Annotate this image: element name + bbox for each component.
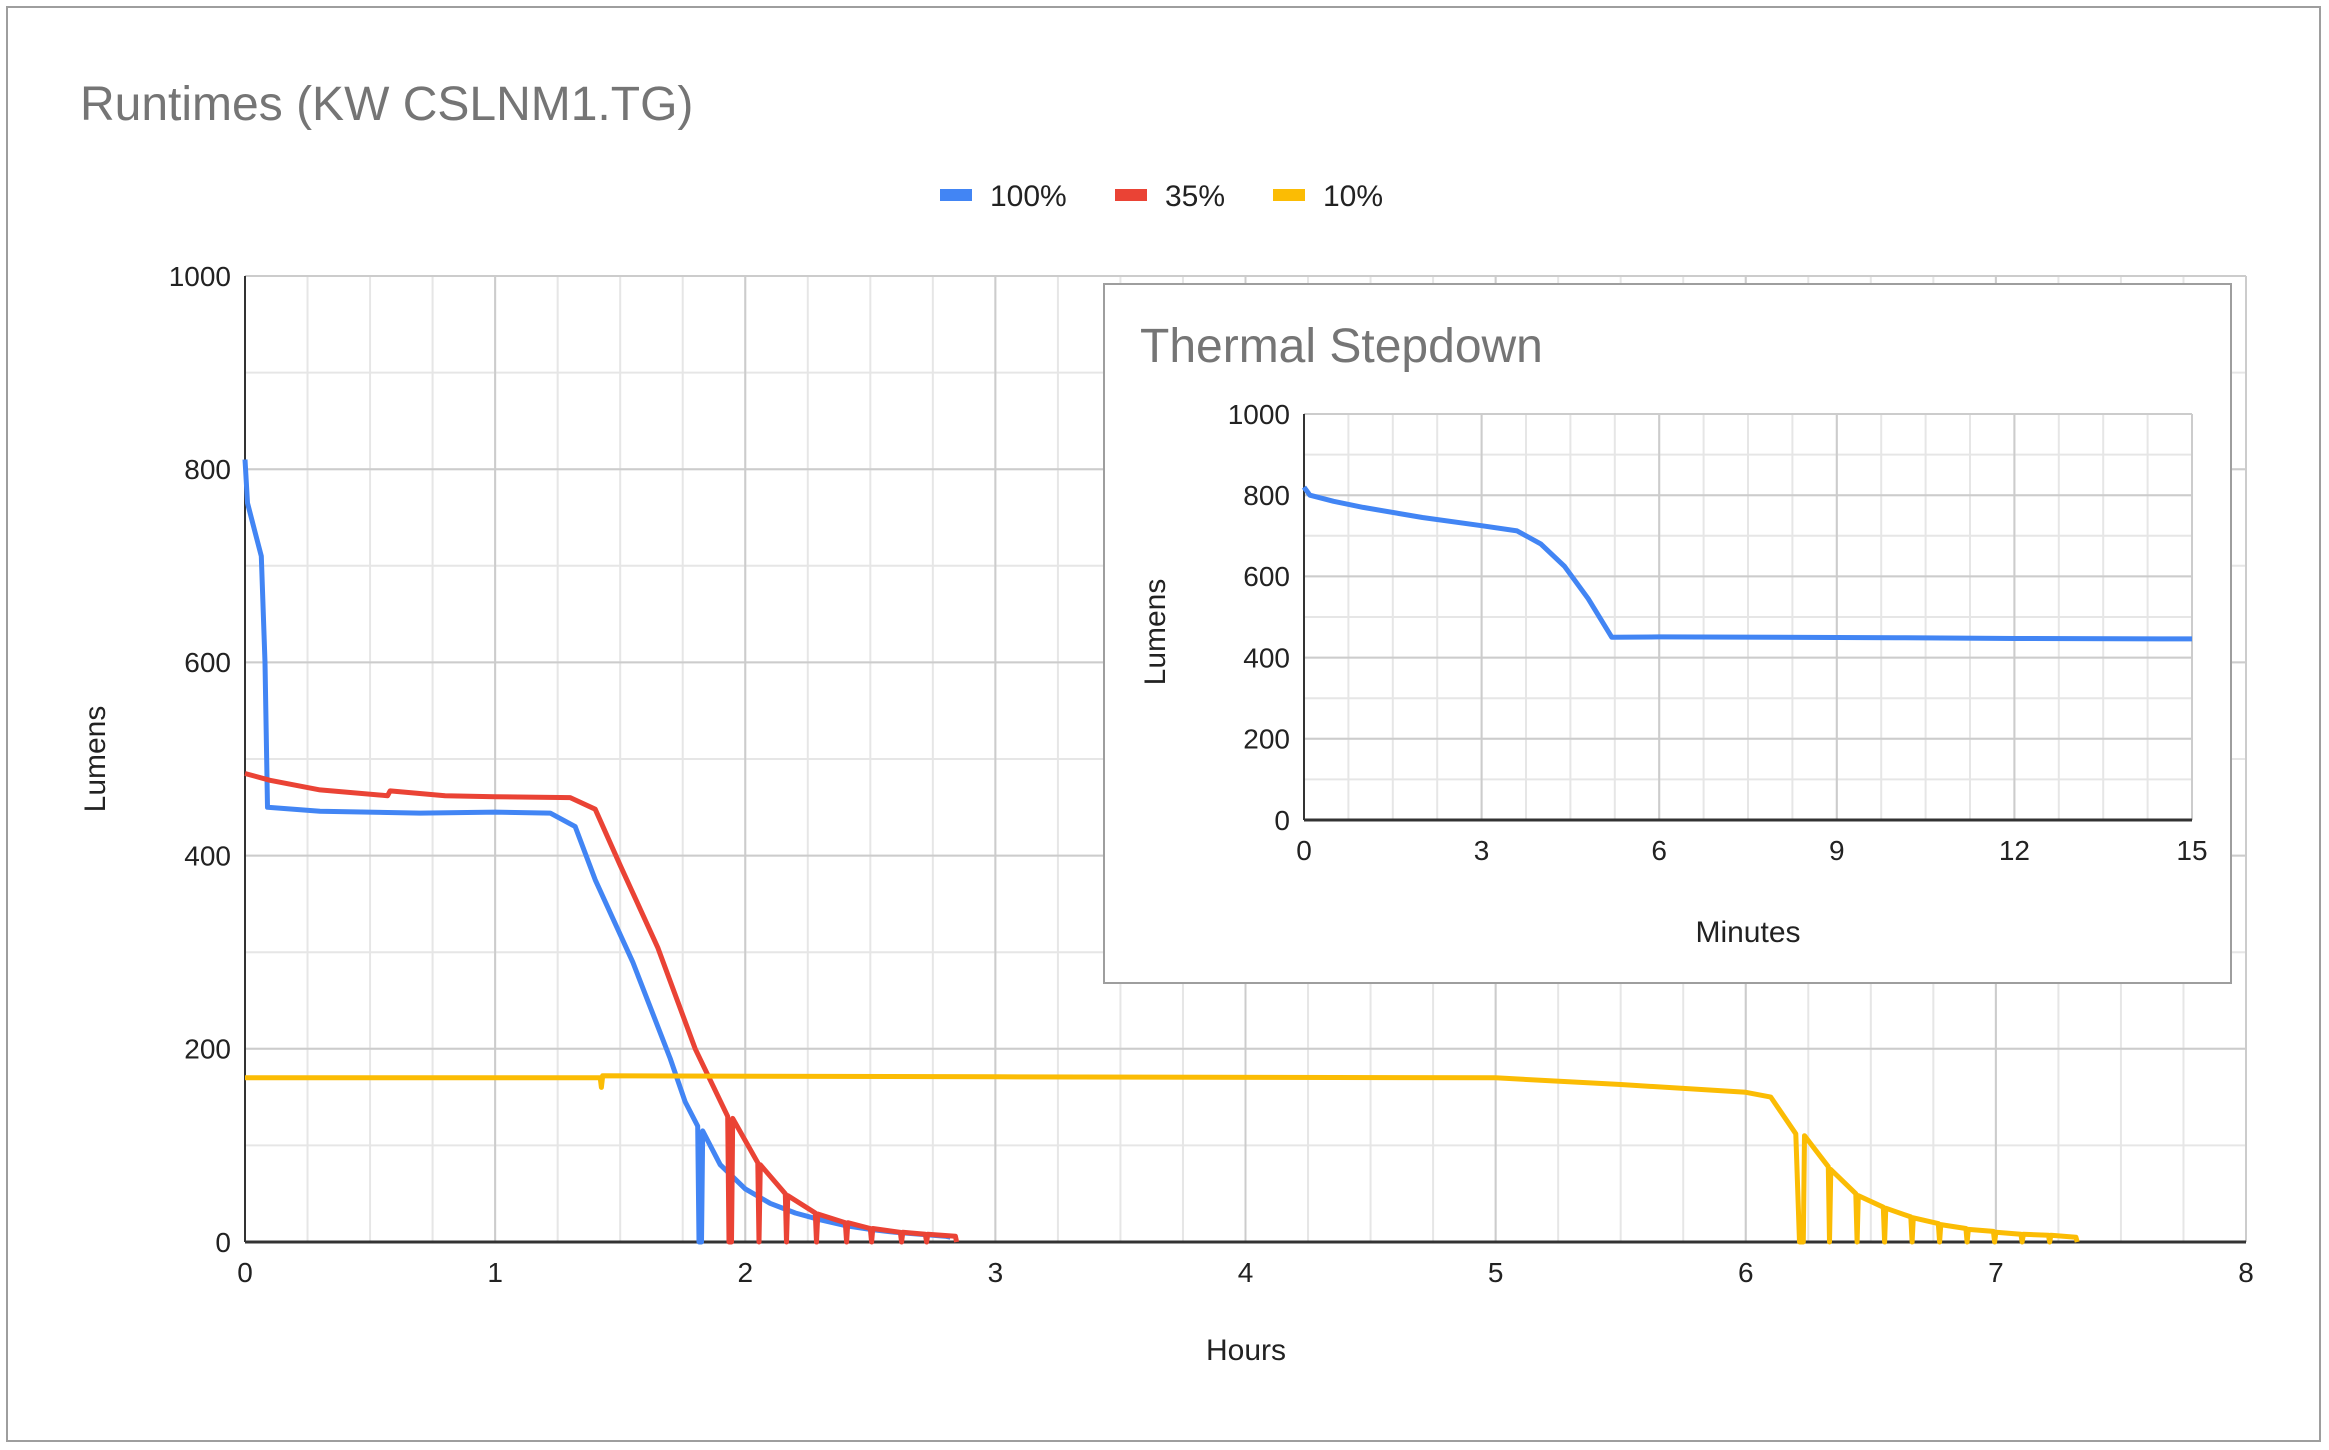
x-tick-label: 1 bbox=[487, 1257, 503, 1288]
x-tick-label: 6 bbox=[1738, 1257, 1754, 1288]
legend-swatch-100pct bbox=[940, 189, 972, 201]
x-tick-label: 15 bbox=[2176, 835, 2207, 866]
series-line-10pct bbox=[245, 1073, 2080, 1245]
x-tick-label: 4 bbox=[1238, 1257, 1254, 1288]
y-axis-label: Lumens bbox=[79, 706, 112, 813]
y-tick-label: 600 bbox=[1243, 561, 1290, 592]
y-tick-label: 400 bbox=[1243, 642, 1290, 673]
series-line-35pct bbox=[244, 771, 960, 1245]
x-tick-label: 2 bbox=[737, 1257, 753, 1288]
y-tick-label: 400 bbox=[184, 840, 231, 871]
x-tick-label: 0 bbox=[237, 1257, 253, 1288]
x-tick-label: 5 bbox=[1488, 1257, 1504, 1288]
legend-swatch-35pct bbox=[1115, 189, 1147, 201]
series-line-100pct bbox=[242, 459, 951, 1245]
chart-frame bbox=[6, 6, 2321, 1442]
legend-label: 100% bbox=[990, 180, 1067, 213]
legend-label: 10% bbox=[1323, 180, 1383, 213]
y-tick-label: 600 bbox=[184, 647, 231, 678]
y-tick-label: 0 bbox=[1274, 805, 1290, 836]
inset-chart-box bbox=[1103, 283, 2232, 984]
y-tick-label: 800 bbox=[184, 454, 231, 485]
y-tick-label: 0 bbox=[215, 1227, 231, 1258]
chart-title: Runtimes (KW CSLNM1.TG) bbox=[80, 78, 693, 131]
series-line-100pct bbox=[1301, 485, 2193, 642]
x-axis-label: Hours bbox=[1206, 1334, 1286, 1367]
inset-x-axis-label: Minutes bbox=[1695, 916, 1800, 949]
y-tick-label: 200 bbox=[1243, 724, 1290, 755]
x-tick-label: 0 bbox=[1296, 835, 1312, 866]
y-tick-label: 800 bbox=[1243, 480, 1290, 511]
x-tick-label: 6 bbox=[1651, 835, 1667, 866]
legend-swatch-10pct bbox=[1273, 189, 1305, 201]
y-tick-label: 1000 bbox=[1228, 399, 1290, 430]
inset-plot: 0 3 6 9 12 15 0 200 400 600 800 1000 bbox=[1228, 399, 2208, 866]
inset-title: Thermal Stepdown bbox=[1140, 320, 1543, 373]
x-tick-label: 7 bbox=[1988, 1257, 2004, 1288]
legend: 100% 35% 10% bbox=[940, 180, 1383, 213]
x-tick-label: 9 bbox=[1829, 835, 1845, 866]
x-tick-label: 8 bbox=[2238, 1257, 2254, 1288]
legend-label: 35% bbox=[1165, 180, 1225, 213]
y-tick-label: 1000 bbox=[169, 261, 231, 292]
x-tick-label: 3 bbox=[988, 1257, 1004, 1288]
x-tick-label: 3 bbox=[1474, 835, 1490, 866]
inset-y-axis-label: Lumens bbox=[1139, 579, 1172, 686]
y-tick-label: 200 bbox=[184, 1034, 231, 1065]
x-tick-label: 12 bbox=[1999, 835, 2030, 866]
